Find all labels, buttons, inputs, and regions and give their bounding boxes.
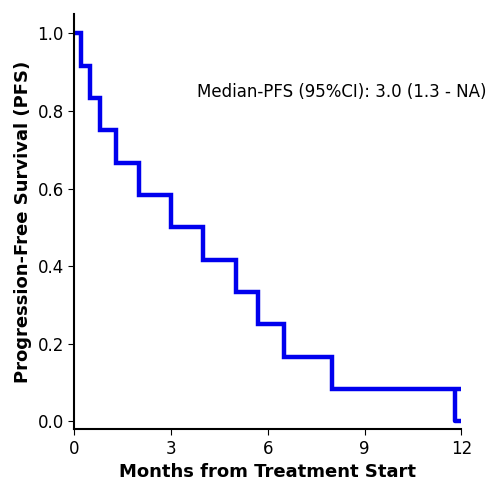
Text: Median-PFS (95%CI): 3.0 (1.3 - NA): Median-PFS (95%CI): 3.0 (1.3 - NA) bbox=[197, 83, 486, 101]
X-axis label: Months from Treatment Start: Months from Treatment Start bbox=[120, 463, 416, 481]
Y-axis label: Progression-Free Survival (PFS): Progression-Free Survival (PFS) bbox=[14, 60, 32, 383]
